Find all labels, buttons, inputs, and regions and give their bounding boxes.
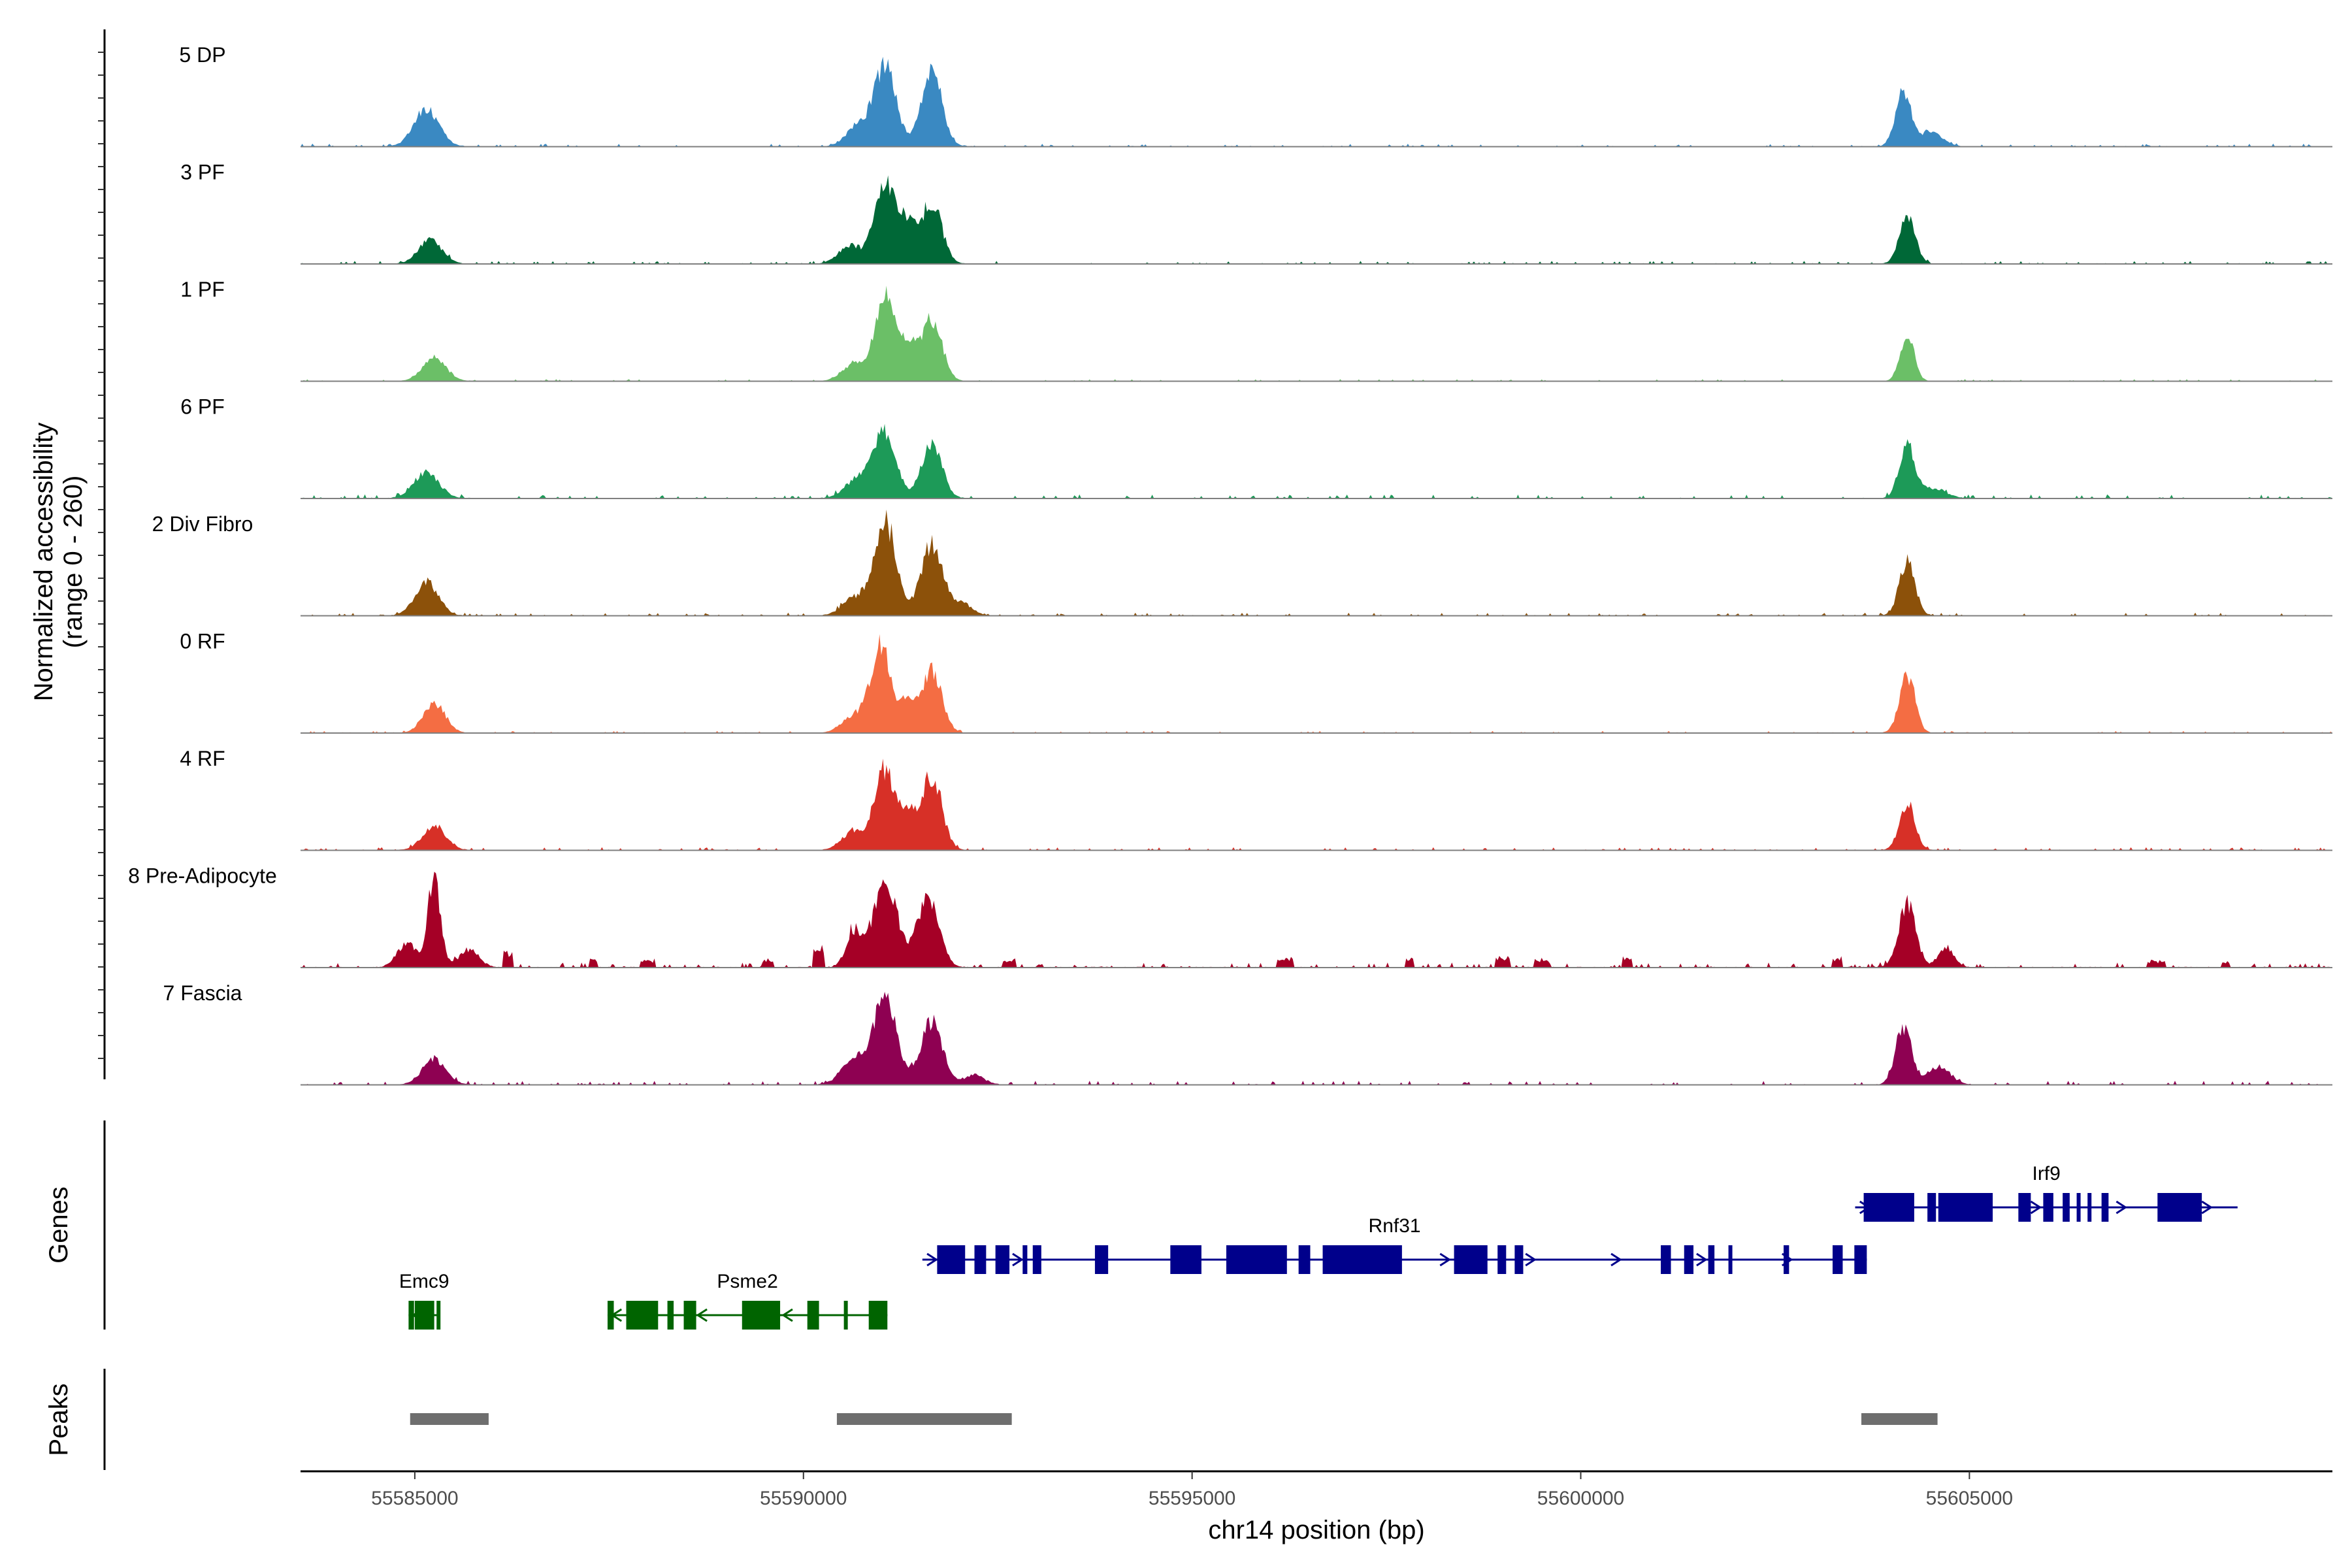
peaks-panel-title: Peaks — [44, 1383, 73, 1456]
gene-exon — [1927, 1193, 1936, 1222]
gene-exon — [1298, 1245, 1311, 1274]
strand-arrow — [1525, 1252, 1537, 1267]
gene-exon — [742, 1301, 781, 1330]
x-tick-label: 55585000 — [371, 1488, 458, 1509]
x-axis-ticks: 55585000 55590000 55595000 55600000 55605000 — [371, 1471, 2013, 1509]
track-label: 3 PF — [180, 161, 225, 184]
genes-panel-title: Genes — [44, 1186, 73, 1264]
gene-exon — [1854, 1245, 1867, 1274]
gene-exon — [1661, 1245, 1671, 1274]
track-label: 5 DP — [179, 43, 225, 67]
track-4-rf: 4 RF — [180, 747, 2332, 851]
gene-exon — [2157, 1193, 2202, 1222]
track-label: 4 RF — [180, 747, 225, 770]
gene-exon — [2063, 1193, 2070, 1222]
gene-exon — [1032, 1245, 1041, 1274]
track-label: 7 Fascia — [163, 981, 242, 1005]
track-label: 6 PF — [180, 395, 225, 419]
gene-exon — [807, 1301, 819, 1330]
gene-exon — [408, 1301, 414, 1330]
track-label: 8 Pre-Adipocyte — [128, 864, 277, 888]
track-0-rf: 0 RF — [180, 630, 2332, 734]
strand-arrow — [2201, 1200, 2213, 1215]
track-label: 2 Div Fibro — [152, 512, 253, 536]
gene-psme2: Psme2 — [607, 1271, 888, 1330]
strand-arrow — [2115, 1200, 2128, 1215]
y-axis-title-line1: Normalized accessibility — [29, 423, 58, 702]
gene-exon — [1094, 1245, 1109, 1274]
track-7-fascia: 7 Fascia — [163, 981, 2332, 1086]
gene-exon — [2076, 1193, 2081, 1222]
coverage-tracks: 5 DP 3 PF 1 PF 6 PF 2 Div Fibro 0 RF 4 RF 8 Pre… — [128, 43, 2332, 1086]
track-6-pf: 6 PF — [180, 395, 2332, 499]
gene-exon — [2018, 1193, 2031, 1222]
peak-region — [1861, 1413, 1938, 1425]
gene-exon — [2043, 1193, 2053, 1222]
strand-arrow — [926, 1252, 938, 1267]
peak-region — [410, 1413, 489, 1425]
gene-exon — [1226, 1245, 1287, 1274]
strand-arrow — [1012, 1252, 1024, 1267]
gene-label: Psme2 — [717, 1271, 777, 1292]
track-3-pf: 3 PF — [180, 161, 2332, 265]
gene-exon — [1322, 1245, 1402, 1274]
peak-region — [836, 1413, 1012, 1425]
gene-irf9: Irf9 — [1855, 1163, 2238, 1222]
gene-exon — [995, 1245, 1010, 1274]
gene-exon — [937, 1245, 966, 1274]
gene-exon — [1938, 1193, 1993, 1222]
coverage-y-axis-ticks — [98, 52, 105, 1059]
gene-emc9: Emc9 — [399, 1271, 449, 1330]
gene-exon — [1684, 1245, 1694, 1274]
gene-exon — [1863, 1193, 1914, 1222]
y-axis-title-line2: (range 0 - 260) — [59, 476, 88, 649]
gene-label: Rnf31 — [1369, 1215, 1421, 1237]
gene-exon — [1022, 1245, 1028, 1274]
strand-arrow — [1610, 1252, 1622, 1267]
gene-label: Irf9 — [2032, 1163, 2060, 1184]
gene-exon — [1728, 1245, 1733, 1274]
x-tick-label: 55605000 — [1926, 1488, 2013, 1509]
gene-exon — [683, 1301, 696, 1330]
gene-exon — [974, 1245, 987, 1274]
gene-exon — [436, 1301, 441, 1330]
strand-arrow — [2030, 1200, 2042, 1215]
gene-exon — [1514, 1245, 1524, 1274]
strand-arrow — [781, 1308, 793, 1322]
track-5-dp: 5 DP — [179, 43, 2332, 148]
gene-exon — [414, 1301, 434, 1330]
track-1-pf: 1 PF — [180, 278, 2332, 382]
peaks-panel — [410, 1413, 1938, 1425]
track-8-pre-adipocyte: 8 Pre-Adipocyte — [128, 864, 2332, 968]
gene-exon — [1497, 1245, 1507, 1274]
track-label: 1 PF — [180, 278, 225, 301]
gene-exon — [868, 1301, 888, 1330]
track-coverage-area — [301, 872, 2332, 968]
gene-exon — [626, 1301, 659, 1330]
gene-exon — [1454, 1245, 1488, 1274]
x-tick-label: 55600000 — [1537, 1488, 1624, 1509]
gene-exon — [607, 1301, 614, 1330]
gene-exon — [1708, 1245, 1715, 1274]
strand-arrow — [1696, 1252, 1708, 1267]
gene-exon — [843, 1301, 848, 1330]
strand-arrow — [696, 1308, 708, 1322]
gene-exon — [2101, 1193, 2109, 1222]
gene-exon — [667, 1301, 674, 1330]
strand-arrow — [1439, 1252, 1452, 1267]
gene-exon — [1832, 1245, 1843, 1274]
gene-label: Emc9 — [399, 1271, 449, 1292]
gene-exon — [2087, 1193, 2092, 1222]
x-axis-title: chr14 position (bp) — [1208, 1516, 1424, 1544]
gene-exon — [1784, 1245, 1789, 1274]
gene-rnf31: Rnf31 — [922, 1215, 1867, 1274]
x-tick-label: 55595000 — [1149, 1488, 1235, 1509]
genes-panel: Emc9 Psme2 Rnf31 Irf9 — [399, 1163, 2238, 1330]
track-2-div-fibro: 2 Div Fibro — [152, 510, 2332, 617]
x-tick-label: 55590000 — [760, 1488, 847, 1509]
track-label: 0 RF — [180, 630, 225, 653]
gene-exon — [1170, 1245, 1201, 1274]
